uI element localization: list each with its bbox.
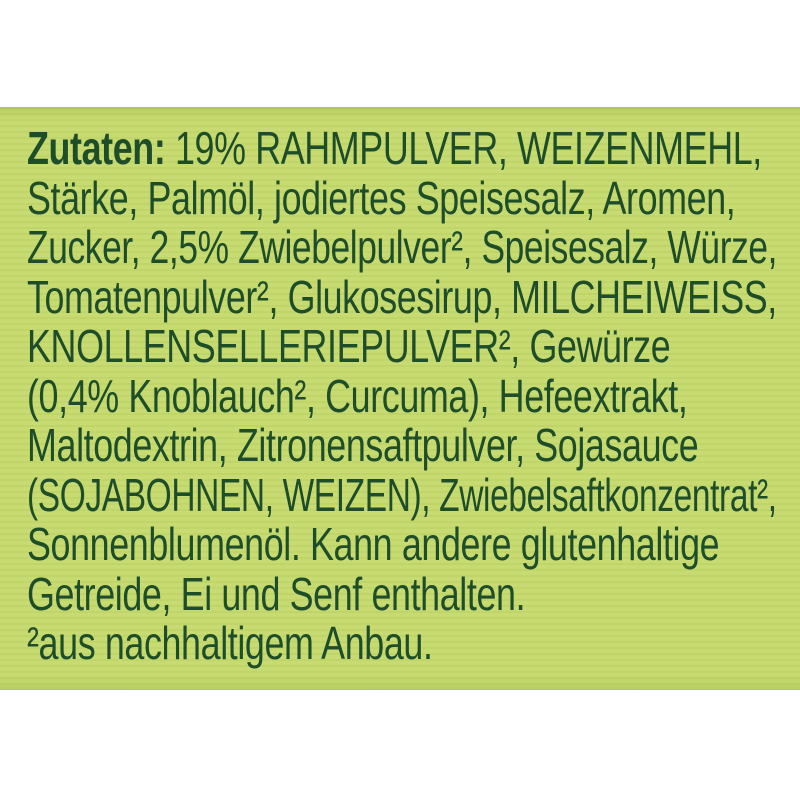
ingredients-line-3: Zucker, 2,5% Zwiebelpulver², Speisesalz,… — [27, 221, 778, 273]
ingredients-line-4: Tomatenpulver², Glukosesirup, MILCHEIWEI… — [27, 270, 777, 323]
ingredients-line-8: (SOJABOHNEN, WEIZEN), Zwiebelsaftkonzent… — [27, 468, 777, 521]
ingredients-line-5: KNOLLENSELLERIEPULVER², Gewürze — [27, 320, 671, 372]
ingredients-panel: Zutaten: 19% RAHMPULVER, WEIZENMEHL, Stä… — [0, 107, 800, 690]
ingredients-heading: Zutaten: — [27, 122, 166, 174]
ingredients-line-9: Sonnenblumenöl. Kann andere glutenhaltig… — [27, 518, 720, 570]
ingredients-text: Zutaten: 19% RAHMPULVER, WEIZENMEHL, Stä… — [27, 122, 787, 669]
ingredients-line-1-rest: 19% RAHMPULVER, WEIZENMEHL, — [165, 122, 762, 174]
ingredients-line-6: (0,4% Knoblauch², Curcuma), Hefeextrakt, — [27, 369, 688, 422]
ingredients-line-10: Getreide, Ei und Senf enthalten. — [27, 567, 526, 620]
ingredients-line-1: Zutaten: 19% RAHMPULVER, WEIZENMEHL, — [27, 122, 762, 174]
ingredients-line-2: Stärke, Palmöl, jodiertes Speisesalz, Ar… — [27, 171, 736, 224]
ingredients-line-7: Maltodextrin, Zitronensaftpulver, Sojasa… — [27, 419, 699, 471]
footnote-line: ²aus nachhaltigem Anbau. — [27, 617, 433, 669]
